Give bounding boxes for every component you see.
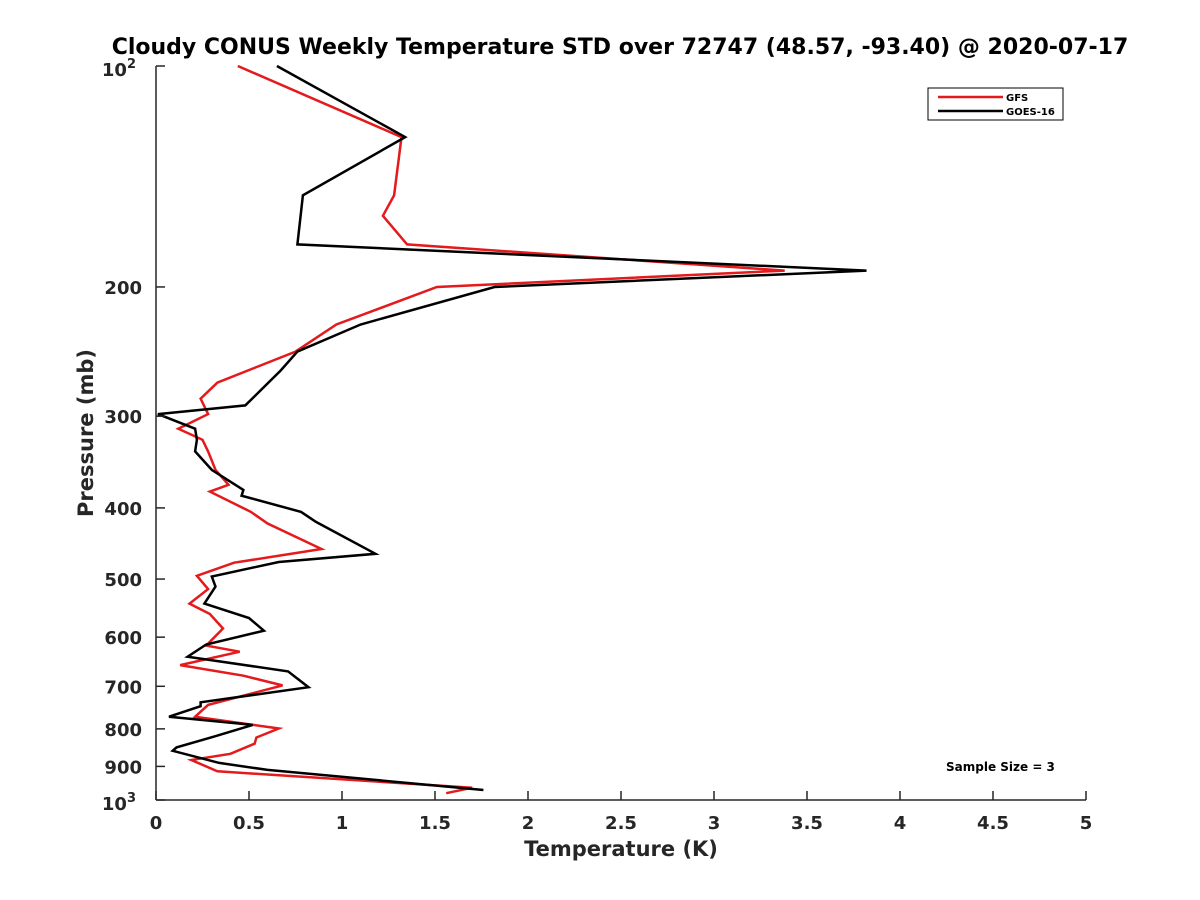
series-line-gfs — [175, 64, 785, 795]
x-tick-label: 2.5 — [605, 813, 637, 834]
x-tick-label: 1.5 — [419, 813, 451, 834]
plot-area-frame — [156, 66, 1086, 800]
x-axis-ticks: 0 0.5 1 1.5 2 2.5 3 3.5 4 4.5 5 — [150, 791, 1093, 834]
x-tick-label: 4 — [894, 813, 907, 834]
x-tick-label: 1 — [336, 813, 349, 834]
y-tick-label: 102 — [102, 57, 136, 81]
sample-size-annotation: Sample Size = 3 — [946, 760, 1055, 774]
legend-label-gfs: GFS — [1006, 93, 1028, 104]
series-group — [157, 64, 867, 795]
x-tick-label: 2 — [522, 813, 535, 834]
y-tick-label: 900 — [104, 757, 142, 778]
y-tick-label: 500 — [104, 570, 142, 591]
y-tick-label: 103 — [102, 791, 136, 815]
y-axis-label: Pressure (mb) — [74, 349, 98, 517]
legend-box — [927, 87, 1064, 121]
x-tick-label: 0 — [150, 813, 163, 834]
x-axis-label: Temperature (K) — [524, 837, 718, 861]
x-tick-label: 4.5 — [977, 813, 1009, 834]
y-tick-label: 300 — [104, 407, 142, 428]
y-tick-label: 800 — [104, 720, 142, 741]
y-tick-label: 400 — [104, 499, 142, 520]
y-axis-ticks: 102 200 300 400 500 600 700 800 900 103 — [102, 57, 165, 815]
x-tick-label: 5 — [1080, 813, 1093, 834]
legend-label-goes16: GOES-16 — [1006, 107, 1055, 118]
legend: GFS GOES-16 — [927, 87, 1064, 121]
chart-title: Cloudy CONUS Weekly Temperature STD over… — [112, 35, 1129, 60]
series-line-goes-16 — [157, 64, 867, 792]
x-tick-label: 3.5 — [791, 813, 823, 834]
y-tick-label: 700 — [104, 677, 142, 698]
y-tick-label: 200 — [104, 278, 142, 299]
x-tick-label: 3 — [708, 813, 721, 834]
y-tick-label: 600 — [104, 628, 142, 649]
x-tick-label: 0.5 — [233, 813, 265, 834]
